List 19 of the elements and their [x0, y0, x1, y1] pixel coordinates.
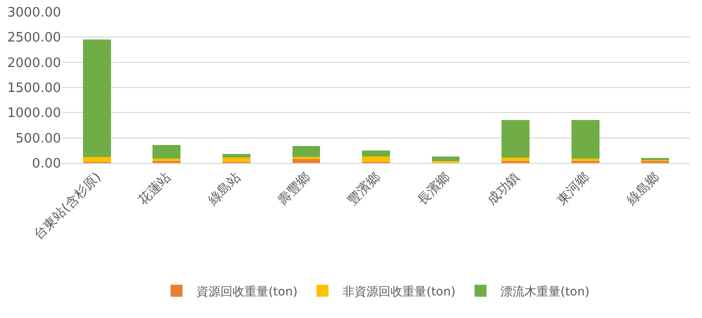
x-tick-label: 綠島站 [204, 170, 244, 209]
x-tick-label: 台東站(含杉原) [31, 170, 104, 243]
x-tick-label: 東河鄉 [554, 170, 593, 208]
x-tick-label: 豐濱鄉 [345, 170, 384, 208]
y-tick-label: 500.00 [16, 131, 61, 146]
x-tick-label: 花蓮站 [136, 170, 174, 208]
x-tick-label: 綠島鄉 [624, 170, 663, 209]
legend-label: 資源回收重量(ton) [196, 284, 298, 298]
x-tick-label: 長濱鄉 [415, 170, 454, 208]
y-tick-label: 0.00 [32, 156, 61, 172]
legend-label: 非資源回收重量(ton) [342, 284, 456, 298]
x-tick-label: 成功鎮 [484, 170, 523, 208]
legend-label: 漂流木重量(ton) [500, 284, 590, 298]
y-tick-label: 1500.00 [7, 81, 61, 96]
x-tick-label: 壽豐鄉 [275, 170, 314, 208]
y-tick-label: 2500.00 [7, 30, 61, 46]
y-tick-label: 3000.00 [7, 6, 61, 21]
y-tick-label: 1000.00 [7, 106, 61, 122]
y-tick-label: 2000.00 [7, 56, 61, 71]
